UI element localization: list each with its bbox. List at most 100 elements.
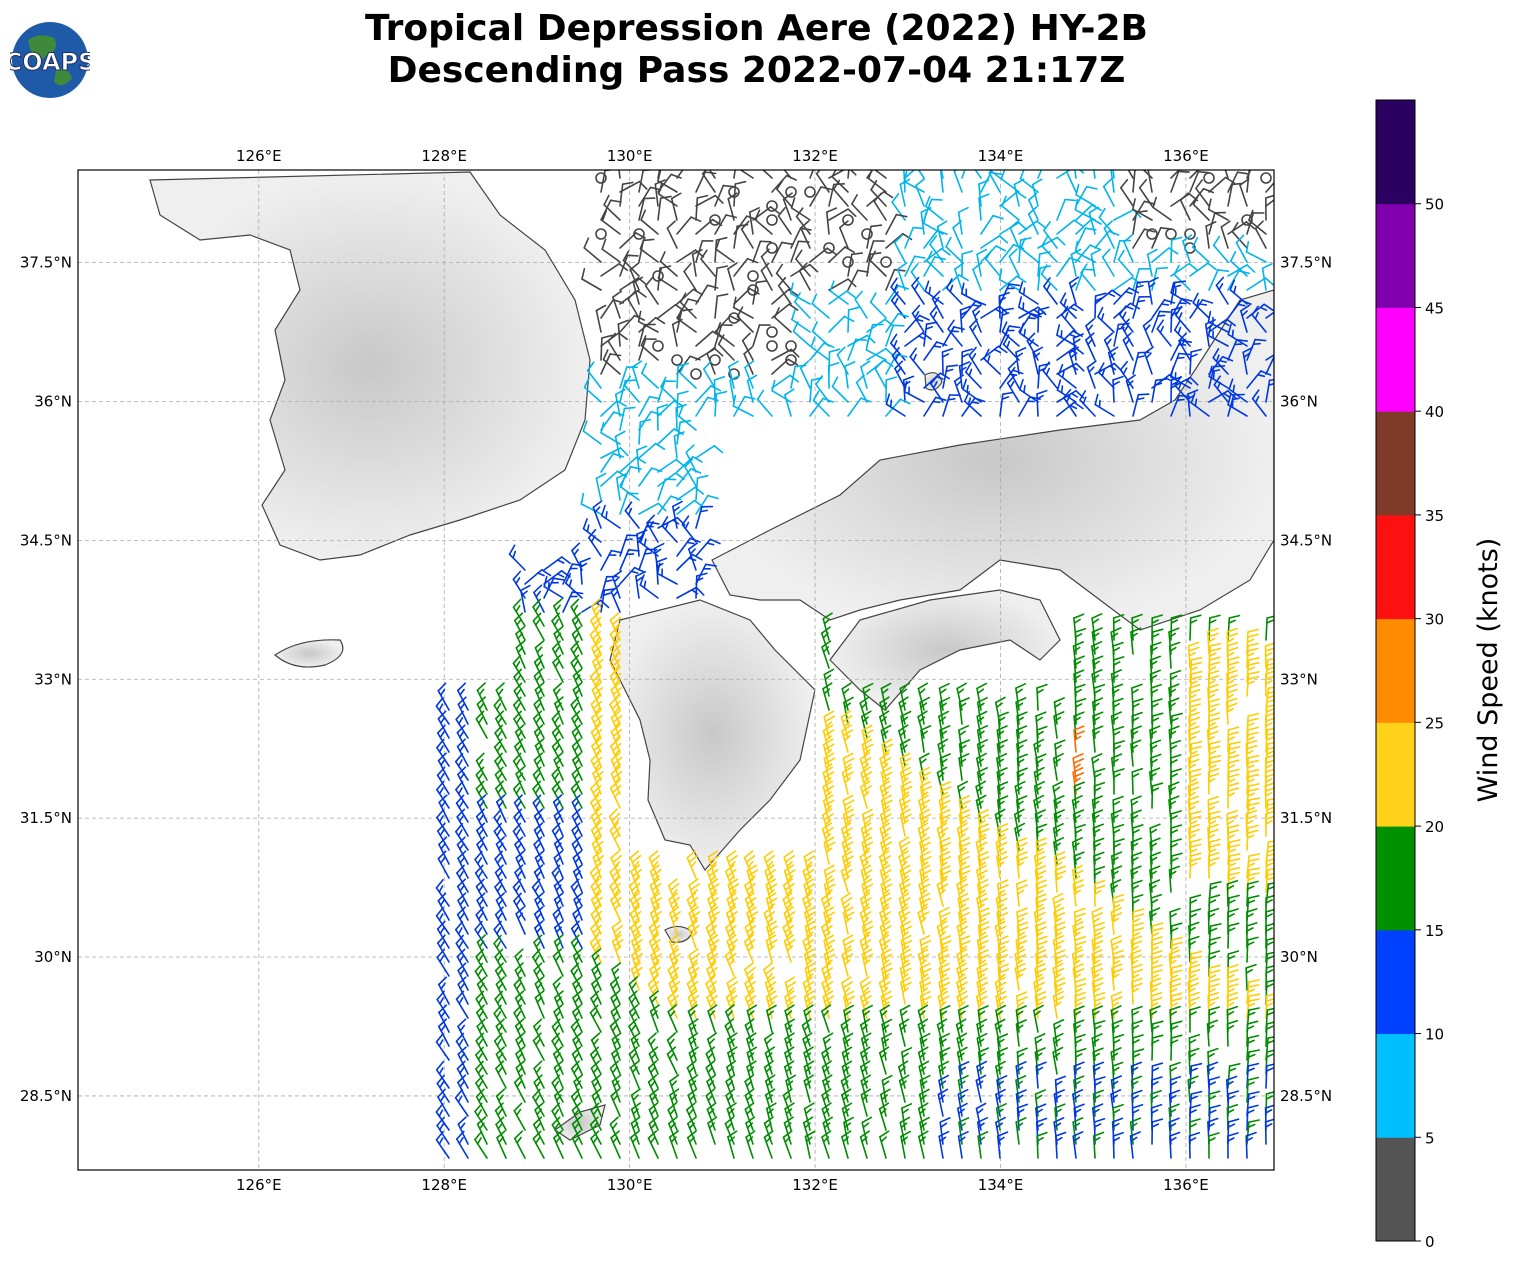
- wind-barb: [855, 374, 868, 403]
- colorbar-segment: [1376, 722, 1415, 827]
- wind-barb: [1110, 907, 1123, 935]
- wind-barb: [686, 1060, 697, 1089]
- wind-barb: [972, 304, 982, 333]
- wind-barb: [1246, 277, 1274, 291]
- wind-barb: [1093, 170, 1096, 179]
- wind-barb: [695, 194, 709, 221]
- wind-barb: [994, 976, 1007, 1005]
- wind-barb: [619, 254, 639, 277]
- wind-barb: [841, 766, 854, 795]
- wind-barb: [1251, 305, 1267, 333]
- wind-barb: [939, 1047, 951, 1075]
- wind-barb: [435, 1060, 450, 1089]
- wind-barb: [838, 220, 849, 249]
- wind-barb: [619, 566, 645, 585]
- wind-barb: [1074, 823, 1086, 851]
- wind-barb: [1132, 228, 1156, 249]
- wind-barb: [879, 1088, 891, 1117]
- wind-barb: [773, 307, 792, 333]
- wind-barb: [1179, 192, 1191, 221]
- wind-barb: [865, 338, 887, 361]
- calm-circle: [785, 354, 797, 366]
- wind-barb: [917, 906, 930, 935]
- wind-barb: [494, 906, 507, 935]
- wind-barb: [829, 280, 849, 305]
- wind-barb: [1147, 276, 1159, 305]
- wind-barb: [610, 1130, 621, 1159]
- wind-barb: [1130, 949, 1142, 977]
- wind-barb: [1205, 221, 1217, 249]
- wind-barb: [1168, 865, 1181, 893]
- wind-barb: [717, 334, 735, 361]
- wind-barb: [900, 976, 912, 1005]
- wind-barb: [495, 836, 507, 865]
- wind-barb: [676, 537, 701, 557]
- wind-barb: [1212, 235, 1229, 263]
- wind-barb: [1235, 234, 1248, 263]
- wind-barb: [707, 878, 720, 907]
- wind-barb: [673, 431, 685, 459]
- wind-barb: [980, 235, 1009, 249]
- wind-barb: [495, 1088, 507, 1117]
- wind-barb: [669, 1074, 680, 1103]
- wind-barb: [1208, 712, 1220, 739]
- wind-barb: [1265, 867, 1274, 893]
- wind-barb: [745, 1130, 756, 1159]
- wind-barb: [1056, 198, 1077, 221]
- wind-barb: [582, 518, 602, 543]
- calm-circle: [595, 172, 607, 184]
- wind-barb: [581, 267, 602, 291]
- wind-barb: [1265, 181, 1274, 193]
- wind-barb: [947, 319, 963, 347]
- wind-barb: [496, 1130, 507, 1159]
- wind-barb: [885, 398, 911, 417]
- wind-barb: [904, 170, 916, 179]
- wind-barb: [649, 1004, 660, 1033]
- wind-barb: [601, 238, 621, 263]
- wind-barb: [1265, 353, 1274, 361]
- wind-barb: [437, 682, 450, 711]
- wind-barb: [1246, 993, 1261, 1019]
- wind-barb: [638, 197, 656, 221]
- wind-barb: [679, 362, 697, 389]
- colorbar-segment: [1376, 411, 1415, 516]
- wind-barb: [533, 864, 545, 893]
- wind-barb: [609, 1018, 621, 1047]
- wind-barb: [827, 362, 840, 389]
- wind-barb: [695, 194, 724, 207]
- wind-barb: [600, 452, 625, 473]
- wind-barb: [771, 379, 792, 403]
- wind-barb: [841, 1130, 852, 1159]
- wind-barb: [1112, 170, 1115, 179]
- wind-barb: [515, 640, 526, 669]
- wind-barb: [1149, 1005, 1161, 1033]
- colorbar-tick-label: 5: [1425, 1129, 1435, 1147]
- wind-barb: [476, 696, 488, 725]
- wind-barb: [862, 1004, 874, 1033]
- wind-barb: [515, 766, 526, 795]
- wind-barb: [828, 246, 855, 263]
- wind-barb: [732, 296, 754, 319]
- wind-barb: [1112, 1131, 1124, 1159]
- wind-barb: [436, 766, 450, 795]
- wind-barb: [1072, 879, 1085, 907]
- wind-barb: [533, 934, 545, 963]
- wind-barb: [1007, 360, 1020, 389]
- wind-barb: [493, 738, 507, 767]
- wind-barb: [1073, 725, 1085, 753]
- wind-barb: [494, 864, 507, 893]
- wind-barb: [649, 878, 662, 907]
- wind-barb: [727, 878, 740, 907]
- wind-barb: [713, 375, 726, 403]
- wind-barb: [939, 1005, 951, 1033]
- wind-barb: [436, 808, 450, 837]
- wind-barb: [638, 323, 656, 347]
- wind-barb: [869, 292, 887, 319]
- wind-barb: [532, 766, 545, 795]
- wind-barb: [1056, 303, 1084, 319]
- wind-barb: [975, 1074, 987, 1103]
- wind-barb: [1112, 375, 1124, 403]
- wind-barb: [1075, 268, 1095, 291]
- wind-barb: [1225, 697, 1238, 725]
